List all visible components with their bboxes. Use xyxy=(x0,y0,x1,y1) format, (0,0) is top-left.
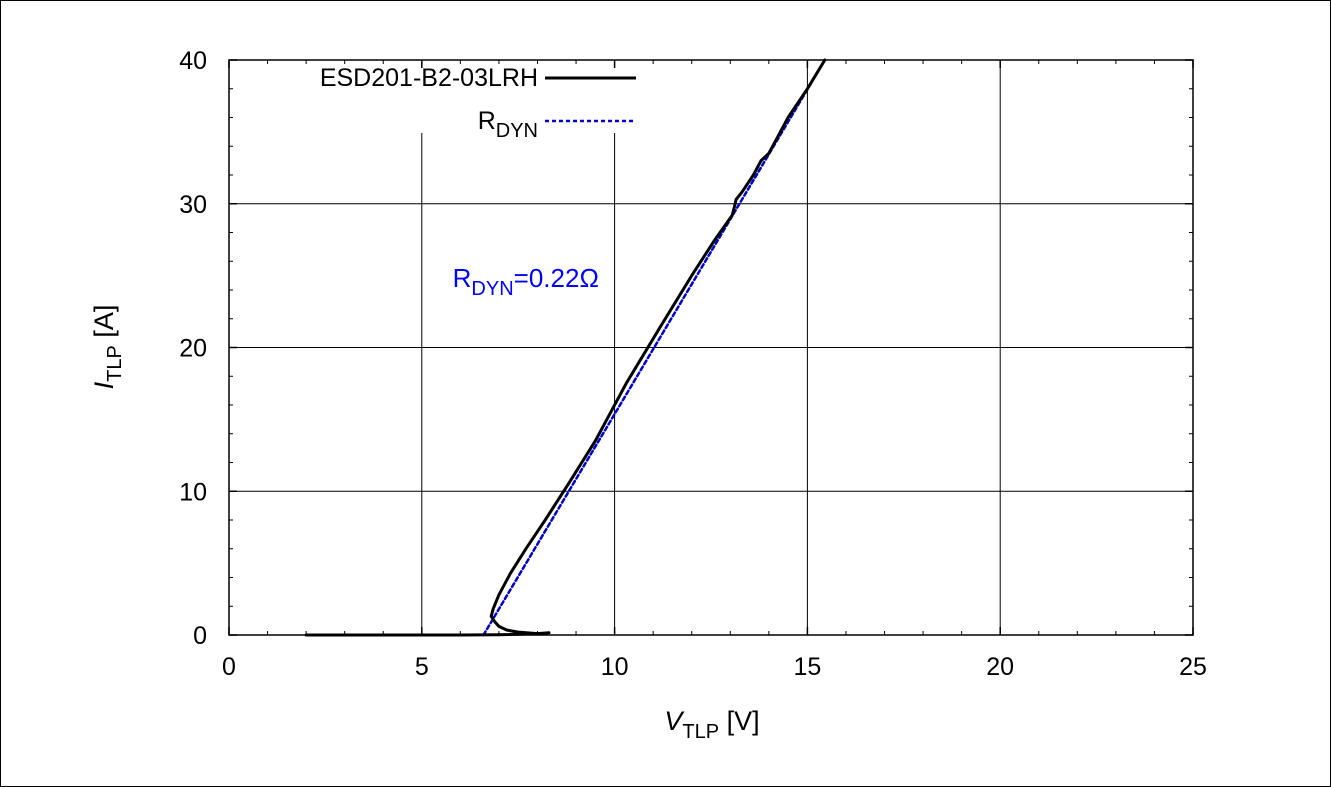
y-axis-title-sub: TLP xyxy=(104,345,126,382)
rdyn-annotation: RDYN=0.22Ω xyxy=(453,263,599,300)
y-tick-label: 10 xyxy=(179,478,207,506)
x-axis-title-unit: [V] xyxy=(719,706,760,736)
y-axis-title-unit: [A] xyxy=(89,305,119,346)
legend-label-rdyn: RDYN xyxy=(478,107,538,142)
rdyn-annotation-rest: =0.22Ω xyxy=(514,263,599,293)
y-tick-label: 0 xyxy=(193,622,207,650)
rdyn-annotation-main: R xyxy=(453,263,472,293)
axis-ticks: 0 5 10 15 20 25 0 10 20 30 40 xyxy=(179,47,1207,681)
series-layer xyxy=(304,58,827,637)
y-tick-label: 30 xyxy=(179,191,207,219)
grid-lines xyxy=(229,60,1193,635)
series-line-esd201 xyxy=(304,58,827,637)
x-tick-label: 15 xyxy=(793,653,821,681)
legend-label-rdyn-sub: DYN xyxy=(496,120,538,142)
x-tick-label: 5 xyxy=(415,653,429,681)
x-tick-label: 25 xyxy=(1179,653,1207,681)
y-tick-label: 40 xyxy=(179,47,207,75)
legend-label-rdyn-main: R xyxy=(478,107,496,135)
y-axis-title-main: I xyxy=(89,381,119,389)
x-axis-title-main: V xyxy=(664,706,685,736)
x-axis-title-sub: TLP xyxy=(682,721,719,743)
x-axis-title: VTLP [V] xyxy=(664,706,759,743)
x-tick-label: 10 xyxy=(601,653,629,681)
x-tick-label: 20 xyxy=(986,653,1014,681)
legend: ESD201-B2-03LRH RDYN xyxy=(320,64,636,142)
y-axis-title: ITLP [A] xyxy=(89,305,126,390)
y-tick-label: 20 xyxy=(179,335,207,363)
rdyn-annotation-sub: DYN xyxy=(471,278,513,300)
legend-label-esd201: ESD201-B2-03LRH xyxy=(320,64,538,92)
x-tick-label: 0 xyxy=(222,653,236,681)
